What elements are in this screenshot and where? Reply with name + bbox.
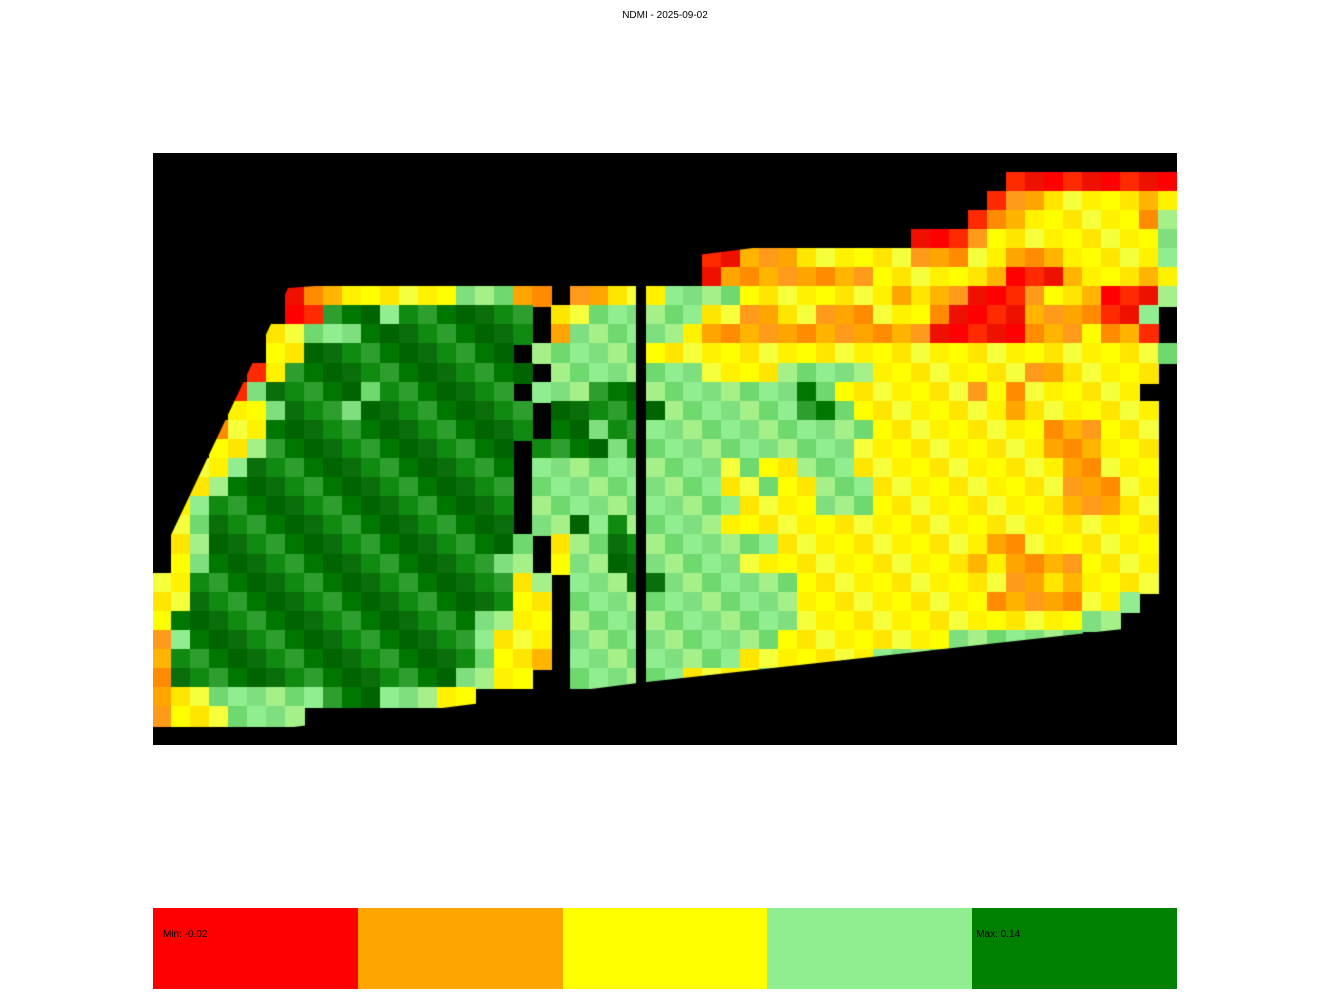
legend: Min: -0.02 Max: 0.14 <box>153 908 1177 989</box>
legend-swatch-4 <box>767 908 973 989</box>
legend-swatch-2 <box>357 908 563 989</box>
legend-min-label: Min: -0.02 <box>163 929 208 940</box>
ndmi-raster-map <box>153 153 1177 745</box>
legend-swatch-1: Min: -0.02 <box>153 908 358 989</box>
legend-swatch-3 <box>562 908 768 989</box>
legend-max-label: Max: 0.14 <box>976 929 1021 940</box>
map-title: NDMI - 2025-09-02 <box>622 10 708 21</box>
legend-swatch-5: Max: 0.14 <box>972 908 1177 989</box>
